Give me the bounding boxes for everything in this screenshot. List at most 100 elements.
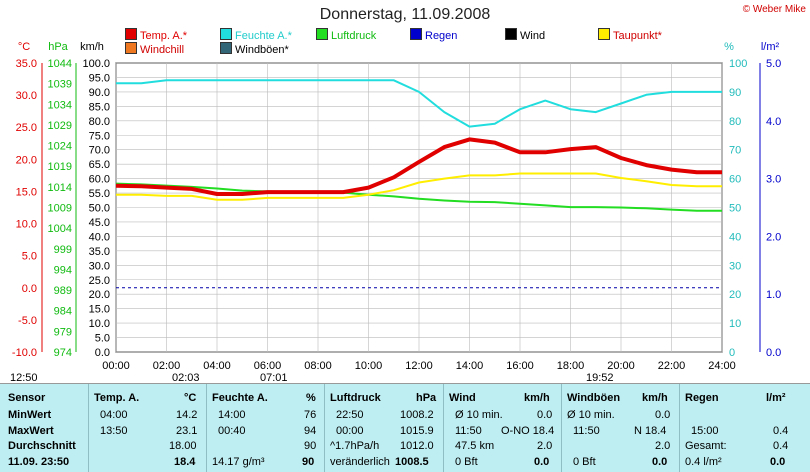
gust-head: Windböen (567, 392, 621, 404)
legend-humidity: Feuchte A.* (220, 28, 292, 42)
wind-day-avg: 2.0 (537, 440, 553, 452)
hum-axis-unit: % (724, 41, 734, 53)
wind-tick: 55.0 (89, 188, 110, 200)
temp-tick: 5.0 (22, 251, 37, 263)
legend-gusts: Windböen* (220, 42, 289, 56)
series-taupunkt (116, 172, 722, 201)
legend-swatch-pressure (316, 28, 328, 40)
hum-current: 90 (302, 456, 315, 468)
x-tick: 00:00 (102, 360, 130, 372)
legend-label-wind: Wind (520, 30, 546, 42)
gust-bft: 0 Bft (573, 456, 596, 468)
row-label-current: 11.09. 23:50 (8, 456, 70, 468)
press-min: 1008.2 (400, 409, 434, 421)
wind-tick: 15.0 (89, 304, 110, 316)
legend-label-pressure: Luftdruck (331, 30, 377, 42)
legend-label-windchill: Windchill (140, 44, 185, 56)
gust-current: 0.0 (652, 456, 668, 468)
rain-total: 0.4 (773, 440, 789, 452)
temp-avg: 18.00 (169, 440, 197, 452)
legend: Temp. A.* Feuchte A.* Luftdruck Regen Wi… (0, 28, 810, 60)
press-axis-unit: hPa (48, 41, 68, 53)
x-tick: 16:00 (506, 360, 534, 372)
gust-max: N 18.4 (634, 425, 667, 437)
rain-head: Regen (685, 392, 719, 404)
press-tick: 1034 (48, 99, 72, 111)
series-tempa (115, 137, 722, 196)
hum-tick: 100 (729, 58, 747, 70)
hum-tick: 60 (729, 174, 741, 186)
rain-tick: 0.0 (766, 347, 781, 359)
wind-max: O-NO 18.4 (501, 425, 555, 437)
chart-title: Donnerstag, 11.09.2008 (319, 6, 491, 23)
temp-min-time: 04:00 (100, 409, 128, 421)
gust-unit: km/h (642, 392, 668, 404)
wind-bft: 0 Bft (455, 456, 478, 468)
wind-current: 0.0 (534, 456, 550, 468)
legend-windchill: Windchill (125, 42, 184, 56)
wind-tick: 65.0 (89, 159, 110, 171)
legend-swatch-wind (505, 28, 517, 40)
legend-label-gusts: Windböen* (235, 44, 289, 56)
wind-tick: 90.0 (89, 87, 110, 99)
temp-min: 14.2 (176, 409, 198, 421)
x-tick: 24:00 (708, 360, 736, 372)
wind-tick: 25.0 (89, 275, 110, 287)
press-tick: 989 (54, 285, 72, 297)
wind-tick: 95.0 (89, 72, 110, 84)
wind-tick: 50.0 (89, 203, 110, 215)
wind-tick: 45.0 (89, 217, 110, 229)
rain-max: 0.4 (773, 425, 789, 437)
x-tick: 12:00 (405, 360, 433, 372)
wind-tick: 70.0 (89, 145, 110, 157)
press-tick: 1044 (48, 58, 72, 70)
x-tick: 22:00 (658, 360, 686, 372)
press-tick: 1004 (48, 223, 72, 235)
rain-total-label: Gesamt: (685, 440, 727, 452)
press-tick: 1029 (48, 120, 72, 132)
hum-tick: 70 (729, 145, 741, 157)
rain-axis-unit: l/m² (761, 41, 780, 53)
wind-tick: 35.0 (89, 246, 110, 258)
press-max: 1015.9 (400, 425, 434, 437)
wind-tick: 20.0 (89, 289, 110, 301)
press-tick: 994 (54, 264, 72, 276)
press-tick: 984 (54, 306, 72, 318)
legend-label-rain: Regen (425, 30, 458, 42)
legend-label-temp: Temp. A.* (140, 30, 188, 42)
legend-pressure: Luftdruck (316, 28, 376, 42)
press-head: Luftdruck (330, 392, 381, 404)
temp-tick: -10.0 (12, 347, 37, 359)
rain-max-time: 15:00 (691, 425, 719, 437)
wind-tick: 60.0 (89, 174, 110, 186)
press-avg: 1012.0 (400, 440, 434, 452)
temp-tick: 35.0 (16, 58, 37, 70)
wind-unit: km/h (524, 392, 550, 404)
legend-swatch-gusts (220, 42, 232, 54)
temp-tick: 15.0 (16, 186, 37, 198)
x-tick: 18:00 (557, 360, 585, 372)
press-tick: 979 (54, 326, 72, 338)
hum-tick: 30 (729, 260, 741, 272)
wind-tick: 75.0 (89, 130, 110, 142)
press-min-time: 22:50 (336, 409, 364, 421)
press-max-time: 00:00 (336, 425, 364, 437)
legend-swatch-temp (125, 28, 137, 40)
press-current: 1008.5 (395, 456, 429, 468)
rain-day: 0.4 l/m² (685, 456, 722, 468)
legend-label-dewpoint: Taupunkt* (613, 30, 662, 42)
wind-tick: 10.0 (89, 318, 110, 330)
wind-axis-unit: km/h (80, 41, 104, 53)
hum-head: Feuchte A. (212, 392, 268, 404)
press-state: veränderlich (330, 456, 390, 468)
temp-tick: 10.0 (16, 219, 37, 231)
time-strip: 12:50 02:03 07:01 19:52 (0, 366, 810, 384)
temp-max-time: 13:50 (100, 425, 128, 437)
copyright: © Weber Mike (742, 4, 806, 15)
press-trend: ^1.7hPa/h (330, 440, 380, 452)
temp-axis-unit: °C (18, 41, 30, 53)
hum-unit: % (306, 392, 316, 404)
x-tick: 14:00 (456, 360, 484, 372)
x-tick: 04:00 (203, 360, 231, 372)
press-tick: 974 (54, 347, 72, 359)
